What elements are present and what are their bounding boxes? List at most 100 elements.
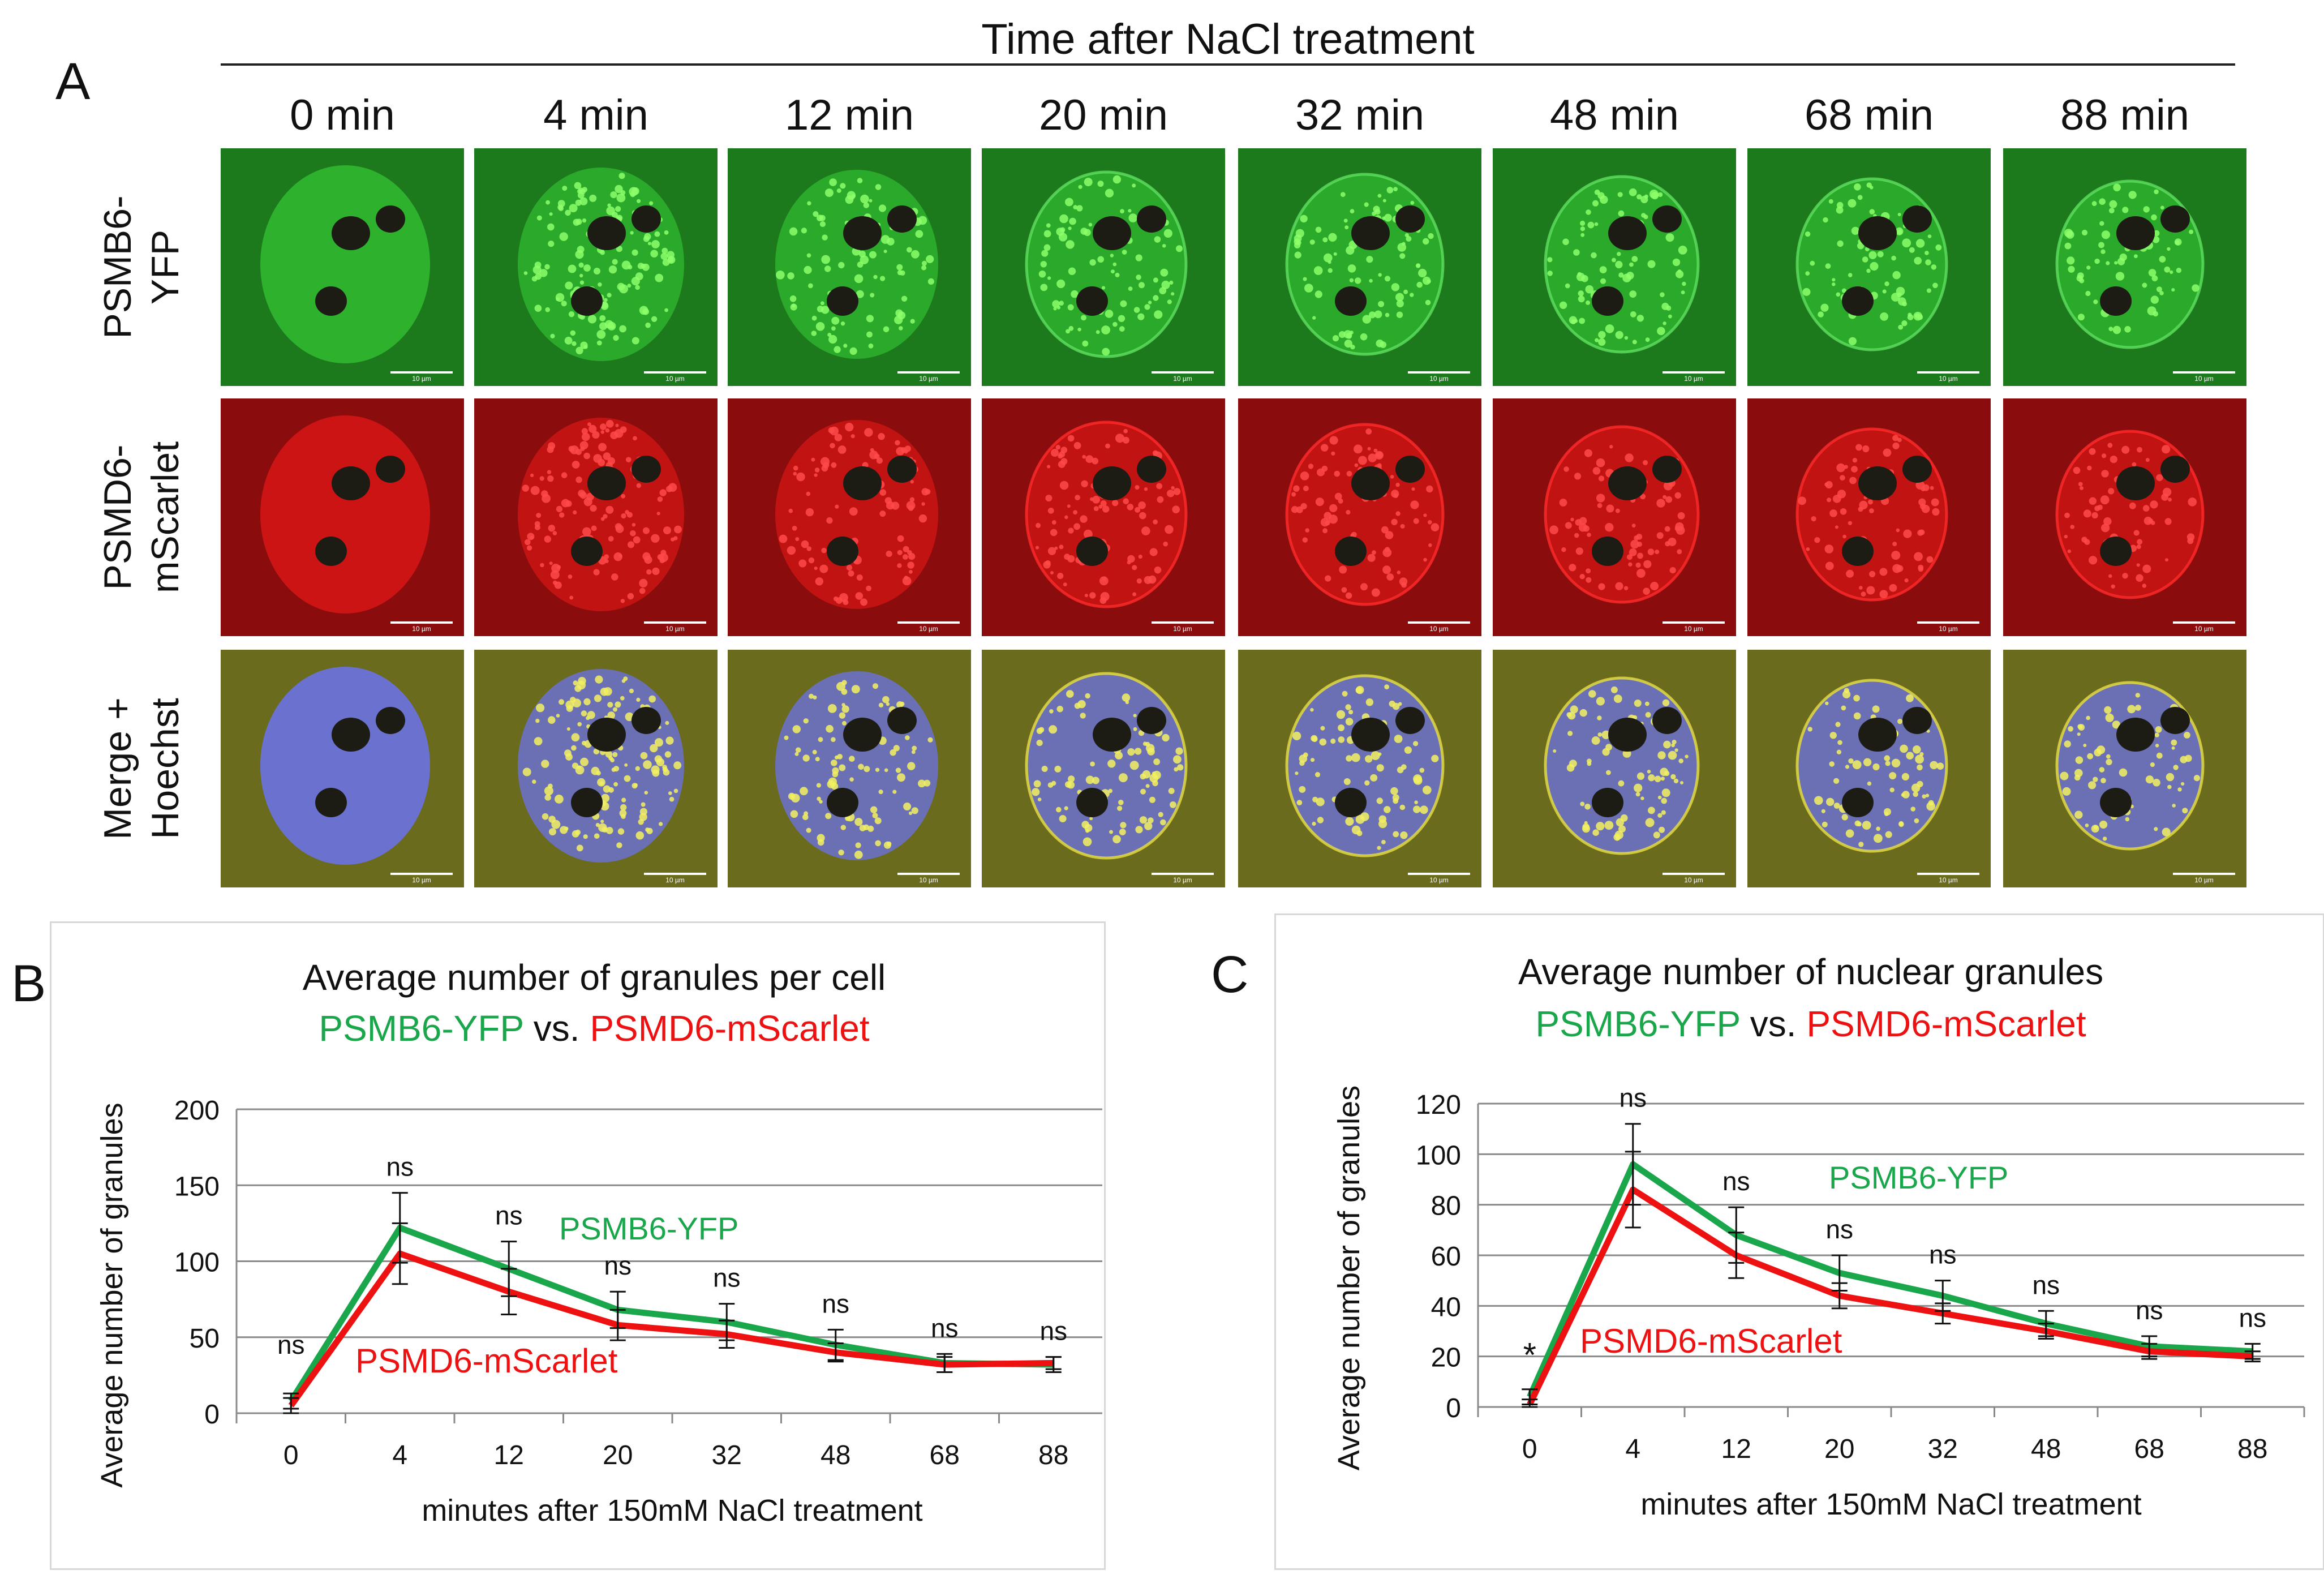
micrograph-merge-6: 10 µm <box>1747 650 1991 887</box>
chart-c-errorbar <box>1935 1302 1951 1325</box>
micrograph-green-0: 10 µm <box>221 148 464 386</box>
chart-c-significance-label: ns <box>1619 1083 1647 1113</box>
chart-c-subtitle-vs: vs. <box>1739 1003 1807 1044</box>
chart-c-errorbar <box>2141 1342 2158 1360</box>
scale-bar-label: 10 µm <box>1684 375 1703 383</box>
micrograph-green-7: 10 µm <box>2003 148 2246 386</box>
micrograph-red-5: 10 µm <box>1493 398 1736 636</box>
chart-c-errorbar <box>1831 1282 1848 1310</box>
timepoint-label-3: 20 min <box>1038 91 1169 139</box>
timepoint-label-4: 32 min <box>1295 91 1425 139</box>
chart-c-significance-label: * <box>1523 1336 1536 1374</box>
chart-b-subtitle-mscarlet: PSMD6-mScarlet <box>590 1008 870 1049</box>
chart-b-xtick-label: 88 <box>1038 1440 1068 1470</box>
chart-c-ytick-label: 80 <box>1431 1191 1461 1221</box>
chart-c-xtick-label: 88 <box>2237 1434 2267 1464</box>
chart-c-xlabel: minutes after 150mM NaCl treatment <box>1640 1487 2141 1521</box>
panel-b-letter: B <box>11 955 46 1013</box>
scale-bar-label: 10 µm <box>1173 375 1192 383</box>
chart-c-ytick-label: 40 <box>1431 1292 1461 1322</box>
chart-b-ytick-label: 0 <box>204 1400 220 1430</box>
chart-b-significance-label: ns <box>495 1201 523 1230</box>
chart-b-ytick-label: 200 <box>174 1096 220 1126</box>
chart-c-plot: 0 20 40 60 80 100 120 0 4 12 20 32 48 68 88 minutes aft… <box>1332 1083 2305 1521</box>
chart-b-xtick-label: 12 <box>494 1440 524 1470</box>
chart-b-xtick-label: 48 <box>821 1440 850 1470</box>
chart-c-ytick-label: 60 <box>1431 1242 1461 1272</box>
time-axis-line <box>221 63 2235 66</box>
chart-b-significance-label: ns <box>931 1313 959 1342</box>
micrograph-green-3: 10 µm <box>982 148 1225 386</box>
micrograph-red-1: 10 µm <box>474 398 718 636</box>
micrograph-merge-3: 10 µm <box>982 650 1225 887</box>
chart-b-plot: 0 50 100 150 200 0 4 12 20 32 48 68 88 minutes after … <box>95 1096 1102 1528</box>
chart-b-errorbar <box>609 1309 626 1341</box>
micrograph-green-5: 10 µm <box>1493 148 1736 386</box>
scale-bar-label: 10 µm <box>1684 876 1703 884</box>
timepoint-label-2: 12 min <box>784 91 914 139</box>
chart-c-xtick-label: 32 <box>1928 1434 1958 1464</box>
chart-c-significance-label: ns <box>2239 1303 2266 1332</box>
channel-label-line1: Merge + <box>96 697 139 840</box>
channel-label-line2: YFP <box>144 229 187 305</box>
micrograph-green-2: 10 µm <box>728 148 971 386</box>
channel-label-line1: PSMB6- <box>96 195 139 339</box>
channel-label-line2: mScarlet <box>144 441 187 594</box>
chart-b-subtitle-yfp: PSMB6-YFP <box>319 1008 523 1049</box>
chart-b-errorbar <box>283 1397 299 1414</box>
chart-c-series-line-0 <box>1527 1161 2253 1398</box>
chart-b-errorbar <box>501 1268 517 1315</box>
chart-b-label-mscarlet: PSMD6-mScarlet <box>355 1342 618 1380</box>
chart-c-label-yfp: PSMB6-YFP <box>1829 1160 2008 1195</box>
chart-b-significance-label: ns <box>1039 1316 1067 1346</box>
chart-b-errorbar <box>392 1222 408 1285</box>
chart-c-ytick-label: 100 <box>1416 1140 1461 1170</box>
panel-c-letter: C <box>1211 946 1249 1003</box>
chart-c-significance-label: ns <box>1929 1240 1957 1269</box>
channel-label-line2: Hoechst <box>144 698 187 839</box>
chart-b-xlabel: minutes after 150mM NaCl treatment <box>422 1494 922 1528</box>
scale-bar-label: 10 µm <box>919 375 938 383</box>
chart-b-title: Average number of granules per cell <box>302 957 886 998</box>
micrograph-merge-5: 10 µm <box>1493 650 1736 887</box>
scale-bar-label: 10 µm <box>412 625 431 633</box>
chart-b-series-line-1 <box>288 1250 1054 1408</box>
chart-b-errorbar <box>827 1342 844 1363</box>
micrograph-red-0: 10 µm <box>221 398 464 636</box>
chart-c-errorbar <box>1625 1151 1641 1229</box>
chart-b-errorbar <box>937 1356 953 1374</box>
scale-bar-label: 10 µm <box>665 625 685 633</box>
chart-c-errorbar <box>2038 1323 2054 1340</box>
micrograph-merge-2: 10 µm <box>728 650 971 887</box>
chart-b-subtitle-vs: vs. <box>523 1008 590 1049</box>
chart-b-xtick-label: 4 <box>392 1440 407 1470</box>
scale-bar-label: 10 µm <box>1939 375 1958 383</box>
micrograph-red-2: 10 µm <box>728 398 971 636</box>
chart-b-xtick-label: 32 <box>712 1440 742 1470</box>
chart-b-errorbar <box>1045 1356 1062 1370</box>
timepoint-label-7: 88 min <box>2060 91 2190 139</box>
chart-c-xtick-label: 12 <box>1721 1434 1751 1464</box>
micrograph-green-4: 10 µm <box>1238 148 1481 386</box>
scale-bar-label: 10 µm <box>1173 876 1192 884</box>
chart-c-significance-label: ns <box>1825 1215 1853 1244</box>
time-axis-title: Time after NaCl treatment <box>981 15 1475 63</box>
micrograph-red-7: 10 µm <box>2003 398 2246 636</box>
chart-b-significance-label: ns <box>713 1263 741 1293</box>
chart-c-errorbar <box>1522 1398 1538 1408</box>
scale-bar-label: 10 µm <box>1939 876 1958 884</box>
scale-bar-label: 10 µm <box>919 625 938 633</box>
chart-b-significance-label: ns <box>604 1251 632 1280</box>
chart-b-ytick-label: 100 <box>174 1248 220 1278</box>
scale-bar-label: 10 µm <box>2194 876 2214 884</box>
timepoint-label-0: 0 min <box>290 91 395 139</box>
chart-c-label-mscarlet: PSMD6-mScarlet <box>1580 1322 1842 1360</box>
chart-c-xtick-label: 20 <box>1824 1434 1854 1464</box>
scale-bar-label: 10 µm <box>412 876 431 884</box>
scale-bar-label: 10 µm <box>665 375 685 383</box>
chart-b-ylabel: Average number of granules <box>95 1102 129 1487</box>
chart-c-xtick-label: 48 <box>2031 1434 2061 1464</box>
timepoint-label-5: 48 min <box>1549 91 1679 139</box>
micrograph-merge-7: 10 µm <box>2003 650 2246 887</box>
chart-c-ylabel: Average number of granules <box>1332 1086 1366 1470</box>
